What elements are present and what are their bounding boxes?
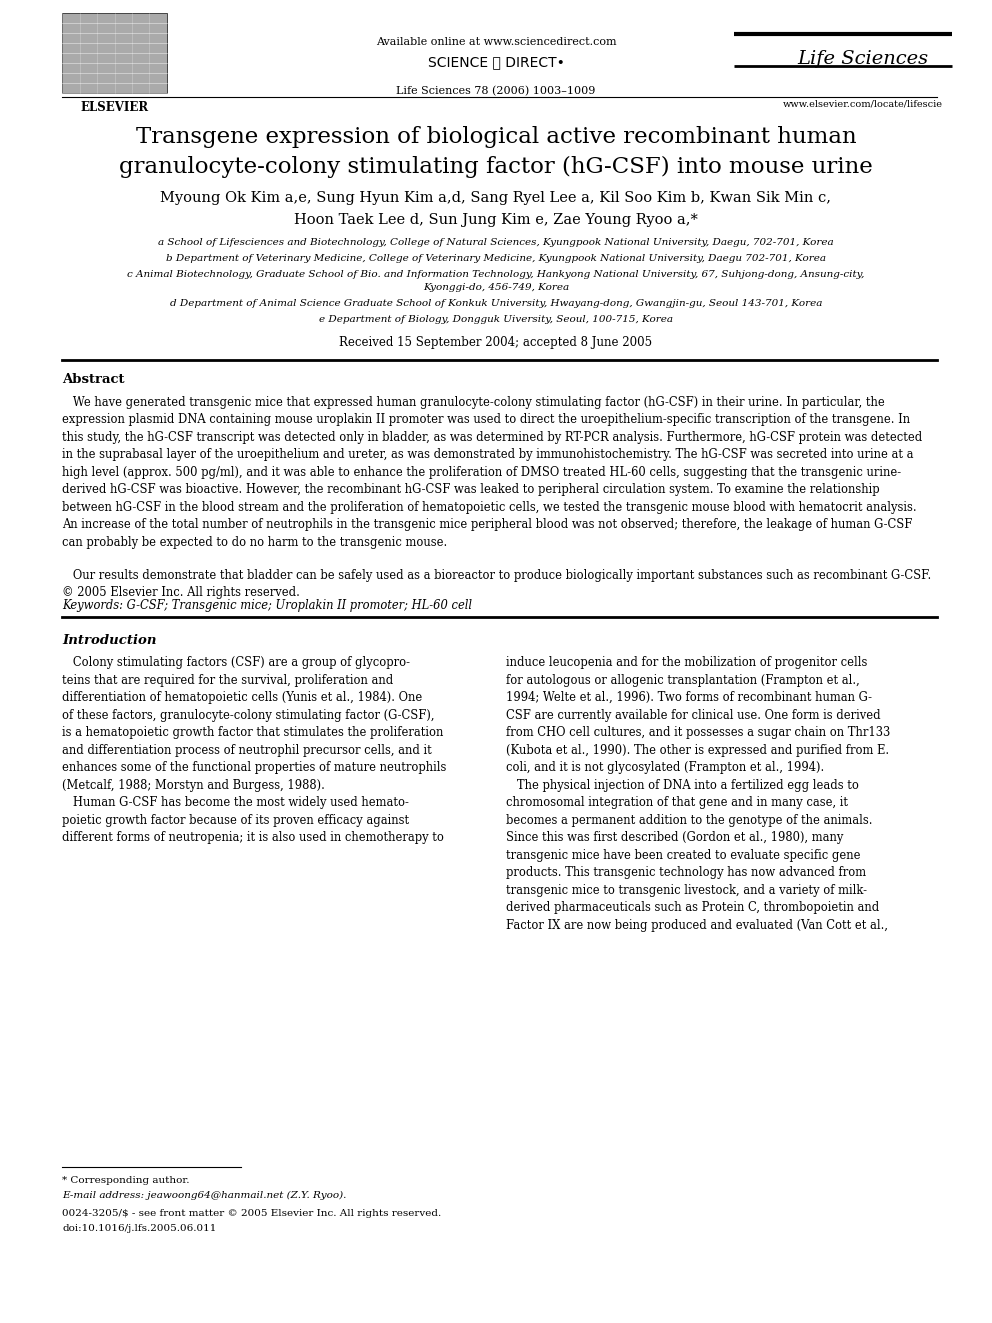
Text: Kyonggi-do, 456-749, Korea: Kyonggi-do, 456-749, Korea: [423, 283, 569, 292]
Text: Transgene expression of biological active recombinant human: Transgene expression of biological activ…: [136, 126, 856, 148]
Text: Our results demonstrate that bladder can be safely used as a bioreactor to produ: Our results demonstrate that bladder can…: [62, 569, 931, 599]
Text: Hoon Taek Lee d, Sun Jung Kim e, Zae Young Ryoo a,*: Hoon Taek Lee d, Sun Jung Kim e, Zae You…: [294, 213, 698, 228]
Text: 0024-3205/$ - see front matter © 2005 Elsevier Inc. All rights reserved.: 0024-3205/$ - see front matter © 2005 El…: [62, 1209, 441, 1218]
Text: SCIENCE ⓐ DIRECT•: SCIENCE ⓐ DIRECT•: [428, 56, 564, 70]
Text: d Department of Animal Science Graduate School of Konkuk University, Hwayang-don: d Department of Animal Science Graduate …: [170, 299, 822, 308]
Text: We have generated transgenic mice that expressed human granulocyte-colony stimul: We have generated transgenic mice that e…: [62, 396, 923, 549]
Text: Received 15 September 2004; accepted 8 June 2005: Received 15 September 2004; accepted 8 J…: [339, 336, 653, 349]
Text: e Department of Biology, Dongguk Uiversity, Seoul, 100-715, Korea: e Department of Biology, Dongguk Uiversi…: [319, 315, 673, 324]
Text: Abstract: Abstract: [62, 373, 125, 386]
Text: doi:10.1016/j.lfs.2005.06.011: doi:10.1016/j.lfs.2005.06.011: [62, 1224, 217, 1233]
Text: ELSEVIER: ELSEVIER: [80, 101, 149, 114]
Text: * Corresponding author.: * Corresponding author.: [62, 1176, 190, 1185]
Text: Myoung Ok Kim a,e, Sung Hyun Kim a,d, Sang Ryel Lee a, Kil Soo Kim b, Kwan Sik M: Myoung Ok Kim a,e, Sung Hyun Kim a,d, Sa…: [161, 191, 831, 205]
Text: a School of Lifesciences and Biotechnology, College of Natural Sciences, Kyungpo: a School of Lifesciences and Biotechnolo…: [158, 238, 834, 247]
Text: Available online at www.sciencedirect.com: Available online at www.sciencedirect.co…: [376, 37, 616, 48]
Text: E-mail address: jeawoong64@hanmail.net (Z.Y. Ryoo).: E-mail address: jeawoong64@hanmail.net (…: [62, 1191, 347, 1200]
Text: c Animal Biotechnology, Graduate School of Bio. and Information Technology, Hank: c Animal Biotechnology, Graduate School …: [127, 270, 865, 279]
Text: Introduction: Introduction: [62, 634, 157, 647]
Text: granulocyte-colony stimulating factor (hG-CSF) into mouse urine: granulocyte-colony stimulating factor (h…: [119, 156, 873, 179]
Text: b Department of Veterinary Medicine, College of Veterinary Medicine, Kyungpook N: b Department of Veterinary Medicine, Col…: [166, 254, 826, 263]
Text: Life Sciences 78 (2006) 1003–1009: Life Sciences 78 (2006) 1003–1009: [397, 86, 595, 97]
FancyBboxPatch shape: [62, 13, 167, 93]
Text: induce leucopenia and for the mobilization of progenitor cells
for autologous or: induce leucopenia and for the mobilizati…: [506, 656, 890, 931]
Text: www.elsevier.com/locate/lifescie: www.elsevier.com/locate/lifescie: [783, 99, 943, 108]
Text: Life Sciences: Life Sciences: [798, 50, 929, 69]
Text: Keywords: G-CSF; Transgenic mice; Uroplakin II promoter; HL-60 cell: Keywords: G-CSF; Transgenic mice; Uropla…: [62, 599, 472, 613]
Text: Colony stimulating factors (CSF) are a group of glycopro-
teins that are require: Colony stimulating factors (CSF) are a g…: [62, 656, 446, 844]
